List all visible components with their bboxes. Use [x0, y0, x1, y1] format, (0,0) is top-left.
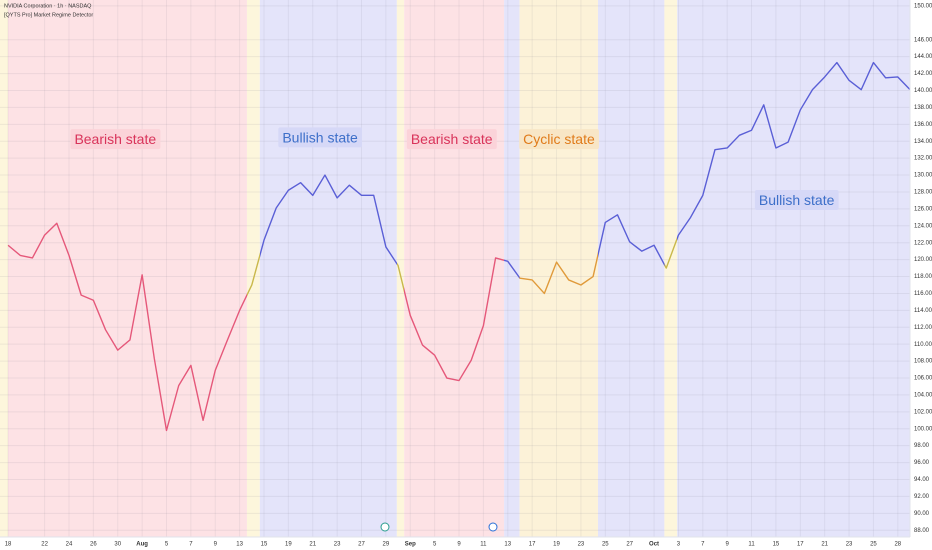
- plot: Bearish state Bullish state Bearish state C…: [7, 61, 911, 432]
- x-tick-label: 21: [821, 542, 828, 548]
- y-tick-label: 112.00: [914, 325, 932, 331]
- x-tick-label: 27: [626, 542, 633, 548]
- regime-band: [246, 0, 260, 537]
- y-tick-label: 120.00: [914, 257, 932, 263]
- x-tick-label: 5: [165, 542, 169, 548]
- x-tick-label: 19: [285, 542, 292, 548]
- y-tick-label: 138.00: [914, 105, 932, 111]
- y-tick-label: 114.00: [914, 308, 932, 314]
- y-tick-label: 100.00: [914, 426, 932, 432]
- x-tick-label: 11: [480, 542, 487, 548]
- price-line: [7, 61, 911, 432]
- annotation-background: [406, 129, 497, 150]
- y-tick-label: 132.00: [914, 156, 932, 162]
- x-tick-label: 23: [334, 542, 341, 548]
- y-tick-label: 150.00: [914, 3, 932, 9]
- annotation: Bullish state: [282, 129, 358, 145]
- x-tick-label: 9: [457, 542, 461, 548]
- symbol: NVIDIA Corporation · 1h · NASDAQ: [4, 3, 92, 9]
- x-tick-label: 13: [504, 542, 511, 548]
- y-tick-label: 116.00: [914, 291, 932, 297]
- x-tick-label: 30: [114, 542, 121, 548]
- x-tick-label: 3: [677, 542, 681, 548]
- grid: [0, 0, 910, 537]
- regime-band: [259, 0, 397, 537]
- y-tick-label: 102.00: [914, 409, 932, 415]
- annotation: Bearish state: [74, 131, 156, 147]
- y-tick-label: 130.00: [914, 173, 932, 179]
- annotation: Cyclic state: [523, 131, 595, 147]
- y-tick-label: 144.00: [914, 54, 932, 60]
- x-tick-label: Sep: [405, 542, 416, 548]
- x-tick-label: 7: [189, 542, 193, 548]
- x-tick-label: 29: [383, 542, 390, 548]
- regime-band: [404, 0, 505, 537]
- x-tick-label: 23: [578, 542, 585, 548]
- x-tick-label: 27: [358, 542, 365, 548]
- y-tick-label: 118.00: [914, 274, 932, 280]
- x-tick-label: 25: [870, 542, 877, 548]
- y-tick-label: 104.00: [914, 393, 932, 399]
- y-tick-label: 88.00: [914, 528, 930, 534]
- x-tick-label: 11: [748, 542, 755, 548]
- x-tick-label: 24: [66, 542, 73, 548]
- y-tick-label: 126.00: [914, 206, 932, 212]
- event-icon[interactable]: [488, 522, 498, 532]
- y-tick-label: 122.00: [914, 240, 932, 246]
- annotation-background: [70, 129, 161, 150]
- y-tick-label: 108.00: [914, 359, 932, 365]
- y-tick-label: 128.00: [914, 190, 932, 196]
- x-tick-label: 18: [5, 542, 12, 548]
- annotation-background: [278, 127, 363, 148]
- regime-band: [597, 0, 665, 537]
- x-tick-label: 17: [797, 542, 804, 548]
- x-tick-label: 5: [433, 542, 437, 548]
- y-tick-label: 146.00: [914, 37, 932, 43]
- x-tick-label: 23: [846, 542, 853, 548]
- regime-band: [8, 0, 247, 537]
- x-tick-label: 13: [236, 542, 243, 548]
- x-tick-label: 15: [773, 542, 780, 548]
- regime-bands: [0, 0, 910, 537]
- y-tick-label: 96.00: [914, 460, 930, 466]
- x-tick-label: 21: [309, 542, 316, 548]
- regime-band: [504, 0, 520, 537]
- indicator: [QYTS Pro] Market Regime Detector: [4, 12, 93, 18]
- y-tick-label: 106.00: [914, 376, 932, 382]
- annotation-background: [519, 129, 599, 150]
- x-tick-label: Oct: [649, 542, 659, 548]
- y-tick-label: 94.00: [914, 477, 930, 483]
- regime-band: [396, 0, 405, 537]
- y-tick-label: 124.00: [914, 223, 932, 229]
- x-tick-label: 22: [41, 542, 48, 548]
- x-tick-label: 25: [602, 542, 609, 548]
- x-tick-label: 19: [553, 542, 560, 548]
- y-tick-label: 98.00: [914, 443, 930, 449]
- x-tick-label: 9: [725, 542, 729, 548]
- regime-band: [677, 0, 910, 537]
- x-tick-label: 17: [529, 542, 536, 548]
- y-tick-label: 90.00: [914, 511, 930, 517]
- annotation-background: [754, 189, 839, 210]
- y-tick-label: 136.00: [914, 122, 932, 128]
- x-tick-label: 7: [701, 542, 705, 548]
- x-tick-label: 28: [894, 542, 901, 548]
- annotation: Bearish state: [411, 131, 493, 147]
- x-tick-label: Aug: [136, 542, 148, 548]
- event-icon[interactable]: [380, 522, 390, 532]
- y-tick-label: 92.00: [914, 494, 930, 500]
- y-tick-label: 110.00: [914, 342, 932, 348]
- x-tick-label: 26: [90, 542, 97, 548]
- regime-band: [664, 0, 678, 537]
- y-tick-label: 142.00: [914, 71, 932, 77]
- annotation: Bullish state: [759, 192, 835, 208]
- x-tick-label: 9: [214, 542, 218, 548]
- regime-band: [0, 0, 9, 537]
- y-tick-label: 140.00: [914, 88, 932, 94]
- y-tick-label: 134.00: [914, 139, 932, 145]
- x-tick-label: 15: [261, 542, 268, 548]
- regime-band: [519, 0, 598, 537]
